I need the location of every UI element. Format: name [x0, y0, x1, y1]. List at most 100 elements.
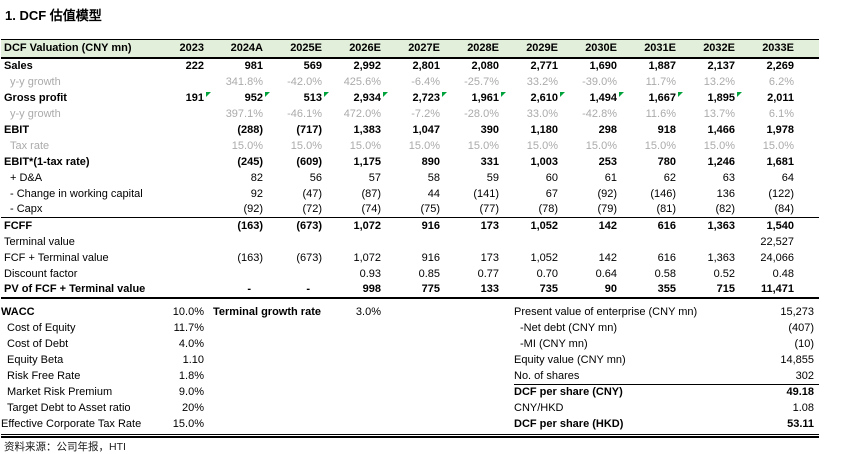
estimate-flag-icon — [678, 91, 683, 97]
gap-cell — [385, 320, 514, 336]
value-cell: 2,080 — [471, 60, 499, 72]
value-cell: 136 — [716, 187, 735, 200]
assumption-label: Terminal growth rate — [213, 306, 321, 318]
value-cell: 0.58 — [654, 267, 676, 280]
row-spacer — [798, 74, 819, 90]
value-cell: 61 — [604, 171, 617, 184]
value-cell: 2,992 — [353, 60, 381, 72]
value-cell — [385, 234, 444, 250]
value-cell: 2,011 — [767, 91, 794, 104]
value-cell: 15.0% — [467, 139, 499, 152]
value-cell: 472.0% — [343, 107, 381, 120]
value-cell: 13.7% — [703, 107, 735, 120]
row-label: + D&A — [10, 171, 43, 184]
valuation-output-label: No. of shares — [514, 368, 691, 385]
value-cell: 62 — [663, 171, 676, 184]
value-cell: -46.1% — [287, 107, 322, 120]
value-cell: -7.2% — [411, 107, 440, 120]
assumption-label — [208, 416, 326, 432]
estimate-flag-icon — [560, 91, 565, 97]
table-row: y-y growth 397.1% -46.1% 472.0% -7.2% -28.0% 3… — [1, 106, 819, 122]
value-cell: (288) — [237, 123, 263, 136]
valuation-output-value: 302 — [691, 368, 819, 385]
assumption-value — [326, 400, 385, 416]
value-cell: 15.0% — [762, 139, 794, 152]
value-cell: -28.0% — [464, 107, 499, 120]
value-cell: 2,801 — [412, 60, 440, 72]
year-column-header: 2033E — [739, 39, 798, 59]
value-cell: 780 — [657, 155, 676, 168]
value-cell: 253 — [598, 155, 617, 168]
row-spacer — [798, 201, 819, 218]
assumption-value — [326, 336, 385, 352]
value-cell — [149, 122, 208, 138]
value-cell: 15.0% — [526, 139, 558, 152]
value-cell: 735 — [503, 281, 562, 299]
value-cell — [149, 154, 208, 170]
value-cell: 1,003 — [530, 155, 558, 168]
assumption-row: Effective Corporate Tax Rate 15.0% DCF per… — [1, 416, 819, 432]
assumption-value: 11.7% — [173, 322, 204, 334]
value-cell: 1,667 — [621, 90, 683, 106]
assumption-label: Target Debt to Asset ratio — [7, 402, 131, 414]
value-cell: 998 — [326, 281, 385, 299]
assumption-value: 1.8% — [178, 370, 204, 382]
value-cell: 82 — [250, 171, 263, 184]
table-row: FCF + Terminal value (163) (673) 1,072 916 17… — [1, 250, 819, 266]
assumption-label: Risk Free Rate — [7, 370, 81, 382]
value-cell — [149, 186, 208, 202]
assumptions-table: WACC 10.0% Terminal growth rate 3.0% Present… — [1, 304, 819, 432]
value-cell: 2,269 — [766, 60, 794, 72]
assumption-label — [208, 384, 326, 400]
row-label: y-y growth — [10, 107, 61, 120]
value-cell: 58 — [427, 171, 440, 184]
value-cell — [149, 281, 208, 299]
value-cell: (717) — [296, 123, 322, 136]
value-cell: (75) — [385, 201, 444, 218]
year-column-header: 2032E — [680, 39, 739, 59]
table-row: EBIT*(1-tax rate) (245) (609) 1,175 890 331 1,… — [1, 154, 819, 170]
table-row: FCFF (163) (673) 1,072 916 173 1,052 142 616 1,36… — [1, 218, 819, 234]
value-cell — [149, 250, 208, 266]
assumption-row: Market Risk Premium 9.0% DCF per share (CN… — [1, 384, 819, 400]
row-spacer — [798, 250, 819, 266]
value-cell: (163) — [237, 251, 263, 264]
year-column-header: 2029E — [503, 39, 562, 59]
value-cell: 2,723 — [385, 90, 447, 106]
value-cell: -42.8% — [582, 107, 617, 120]
value-cell: 15.0% — [408, 139, 440, 152]
value-cell: 67 — [545, 187, 558, 200]
year-column-header: 2026E — [326, 39, 385, 59]
value-cell: 916 — [421, 251, 440, 264]
value-cell: 142 — [598, 251, 617, 264]
assumption-row: Risk Free Rate 1.8% No. of shares 302 — [1, 368, 819, 385]
valuation-output-value: 1.08 — [792, 402, 814, 414]
assumption-label — [208, 400, 326, 416]
assumption-value: 15.0% — [172, 418, 204, 430]
year-column-header: 2028E — [444, 39, 503, 59]
value-cell: 2,771 — [530, 60, 558, 72]
assumption-label — [208, 352, 326, 368]
value-cell: -6.4% — [411, 75, 440, 88]
table-row: Gross profit 191 952 513 2,934 2,723 1,961 2,61… — [1, 90, 819, 106]
assumption-row: WACC 10.0% Terminal growth rate 3.0% Present… — [1, 304, 819, 320]
value-cell — [326, 234, 385, 250]
value-cell: 569 — [303, 60, 322, 72]
row-label: Gross profit — [4, 91, 67, 104]
value-cell — [444, 234, 503, 250]
value-cell: 15.0% — [349, 139, 381, 152]
value-cell: 90 — [562, 281, 621, 299]
row-spacer — [798, 106, 819, 122]
assumption-label: WACC — [1, 306, 35, 318]
row-spacer — [798, 138, 819, 154]
assumption-row: Target Debt to Asset ratio 20% CNY/HKD 1.08 — [1, 400, 819, 416]
row-spacer — [798, 234, 819, 250]
value-cell: 1,961 — [444, 90, 506, 106]
valuation-output-value: 53.11 — [787, 418, 814, 430]
value-cell: 33.0% — [526, 107, 558, 120]
value-cell: 1,887 — [648, 60, 676, 72]
value-cell: 1,047 — [412, 123, 440, 136]
assumption-row: Cost of Equity 11.7% -Net debt (CNY mn) (40… — [1, 320, 819, 336]
valuation-output-value: (407) — [788, 322, 814, 334]
value-cell: 173 — [480, 251, 499, 264]
